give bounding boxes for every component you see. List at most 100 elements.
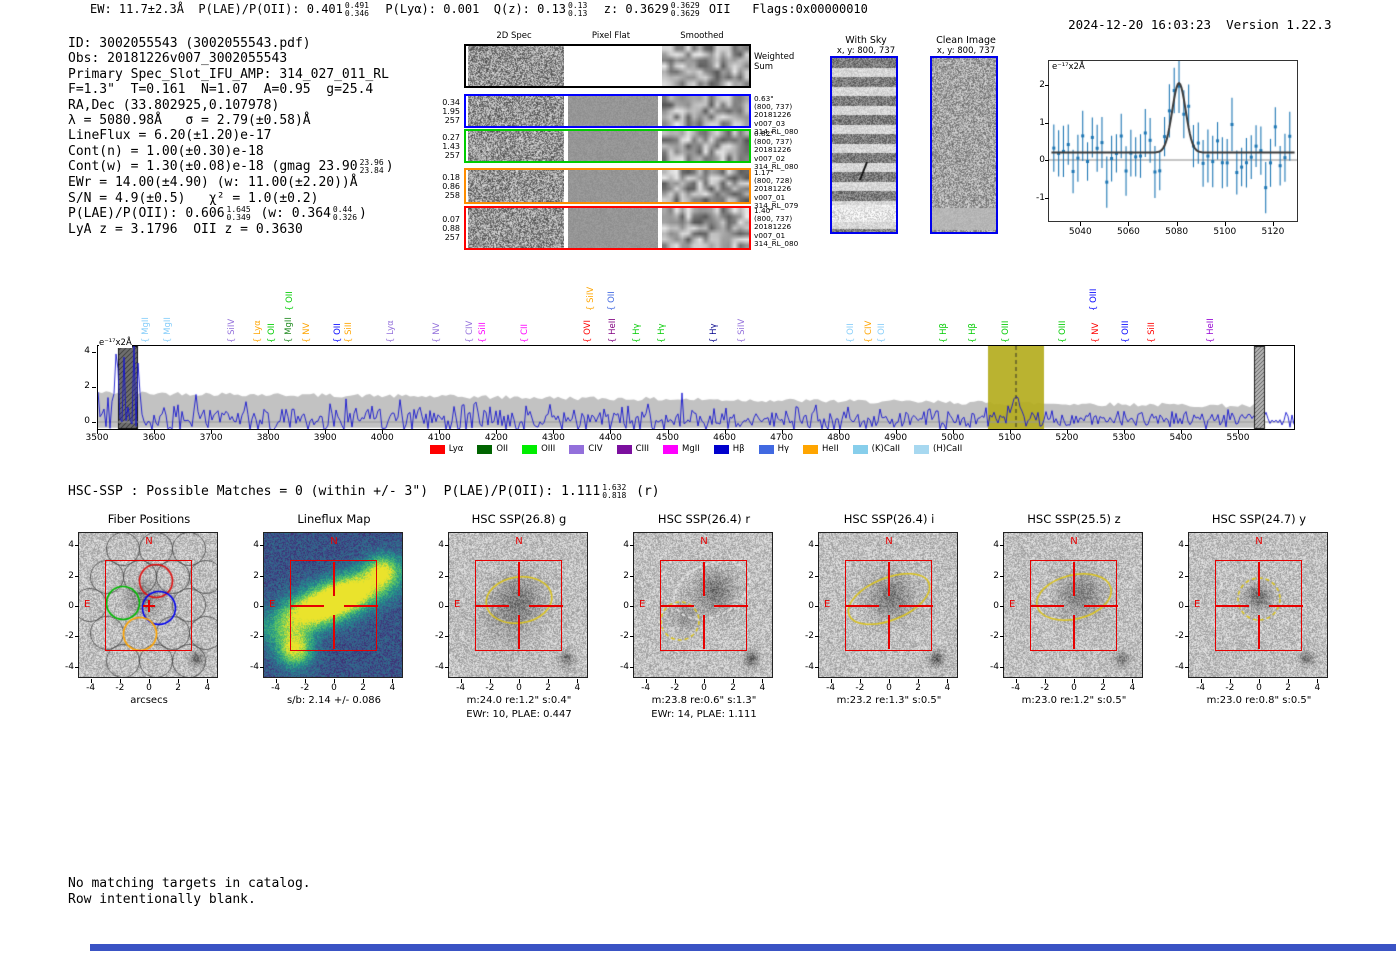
y-tick-mark [1000,575,1004,577]
x-tick-mark [781,430,783,434]
x-tick-mark [838,430,840,434]
compass-north-label: N [1070,536,1078,547]
stacked-uncertainty: 0.44 0.326 [332,205,358,223]
text-segment: S/N = 4.9(±0.5) χ² = 1.0(±0.2) [68,190,319,206]
x-tick-mark [553,430,555,434]
x-tick-mark [704,679,705,683]
stacked-uncertainty: 1.632 0.818 [602,483,627,500]
text-segment: EW: 11.7±2.3Å P(LAE)/P(OII): 0.401 [90,2,343,16]
x-tick-label: -4 [271,683,281,693]
x-tick-mark [947,679,949,683]
compass-east-label: E [454,599,461,610]
text-segment: (w: 0.364 [252,206,331,222]
y-tick-label: -2 [990,631,999,642]
x-tick-label: 5080 [1165,227,1189,237]
x-tick-mark [1123,430,1125,434]
spectral-line-label: { MgII [283,317,294,343]
x-tick-label: 2 [730,683,737,693]
x-tick-label: -4 [1196,683,1206,693]
x-tick-mark [733,679,735,683]
legend-item: OIII [522,444,555,454]
x-tick-label: 0 [886,683,892,693]
text-segment: F=1.3" T=0.161 N=1.07 A=0.95 g=25.4 [68,82,374,98]
info-line: Obs: 20181226v007_3002055543 [68,51,394,66]
compass-east-label: E [84,599,91,610]
spectral-line-label: { OVI [583,320,594,343]
x-tick-label: 4900 [884,433,908,443]
legend-swatch [713,444,729,454]
cutout-xlabel2: EWr: 14, PLAE: 1.111 [651,709,757,720]
crosshair-segment [1073,615,1075,649]
line-fit-plot: e⁻¹⁷x2Å 2 1 0 -1 5040 5060 5080 5100 5120 [1036,60,1298,237]
x-tick-mark [275,679,277,683]
x-tick-label: 5000 [941,433,965,443]
spectral-line-label: { NV [301,322,312,343]
y-tick-label: 4 [1178,540,1184,551]
x-tick-label: 2 [175,683,182,693]
sky-panel-subtitle: x, y: 800, 737 [836,46,896,56]
x-tick-label: 4 [389,683,396,693]
y-tick-mark [815,636,819,638]
x-tick-mark [1238,430,1239,434]
legend-item: Lyα [429,444,463,454]
cutout-image [264,533,402,677]
y-tick-label: 0 [1178,601,1184,611]
y-tick-label: 0 [84,416,90,426]
spec2d-row-id: 1.17" (800, 728) 20181226 v007_01 314_RL_079 [754,168,799,210]
text-segment: ID: 3002055543 (3002055543.pdf) [68,36,311,51]
legend-label: (K)CaII [871,444,901,454]
x-tick-label: -4 [1011,683,1021,693]
sky-panel-title: Clean Image [936,35,996,46]
x-tick-mark [1176,222,1178,226]
cutout-xlabel: m:23.8 re:0.6" s:1.3" [651,695,757,706]
y-tick-label: 2 [808,570,814,581]
spectral-line-label: { CIV [863,320,874,343]
y-tick-mark [260,606,264,607]
y-tick-label: -4 [435,661,444,672]
crosshair-segment [290,605,324,607]
y-tick-mark [1000,545,1004,547]
spectral-line-label: { OII [284,291,295,311]
spectral-line-label: { Lyα [252,320,263,343]
sky-panel: Clean Image x, y: 800, 737 [930,35,998,234]
cutout-xlabel: m:24.0 re:1.2" s:0.4" [466,695,572,706]
text-segment: λ = 5080.98Å σ = 2.79(±0.58)Å [68,113,311,129]
x-tick-mark [952,430,954,434]
y-tick-label: 1 [1039,117,1045,128]
legend-item: HeII [803,444,839,454]
text-segment: Obs: 20181226v007_3002055543 [68,51,288,67]
compass-east-label: E [1194,599,1201,610]
y-tick-mark [445,606,449,607]
cutout-title: Lineflux Map [297,512,371,526]
x-tick-label: 0 [331,683,337,693]
y-tick-label: 4 [84,346,90,356]
spectral-line-label: { OII [845,323,856,343]
spec2d-row [464,44,751,88]
y-tick-mark [1045,85,1049,86]
spec2d-col-header: Smoothed [680,31,724,41]
spectral-line-label: { SiIV [227,318,238,343]
x-tick-label: 3500 [85,433,109,443]
x-tick-mark [325,430,327,434]
spectrum-legend: Lyα OII OIII CIV CIII MgII Hβ Hγ HeII (K)CaII (H)C… [97,444,1295,454]
spectral-line-label: { CII [519,323,530,343]
y-tick-label: 0 [1039,155,1045,165]
cutout-panel: Fiber Positions N E -4 -4 -2 -2 0 0 2 2 4 4 arcsecs [65,512,218,706]
y-tick-mark [1000,666,1004,668]
x-tick-mark [1317,679,1319,683]
spectral-line-label: { HeII [608,318,619,343]
x-tick-mark [1132,679,1134,683]
x-tick-mark [610,430,612,434]
x-tick-mark [496,430,498,434]
x-tick-mark [519,679,520,683]
spec2d-image [468,46,564,86]
y-tick-label: 2 [253,570,259,581]
y-tick-mark [1000,636,1004,638]
footer-classification-bar [90,944,1396,951]
spectral-line-label: { OII [266,323,277,343]
spec2d-image [468,208,564,248]
cutout-xlabel: m:23.2 re:1.3" s:0.5" [836,695,942,706]
text-segment: (r) [628,484,660,499]
compass-north-label: N [885,536,893,547]
spec2d-row-stats: 0.27 1.43 257 [442,133,460,160]
